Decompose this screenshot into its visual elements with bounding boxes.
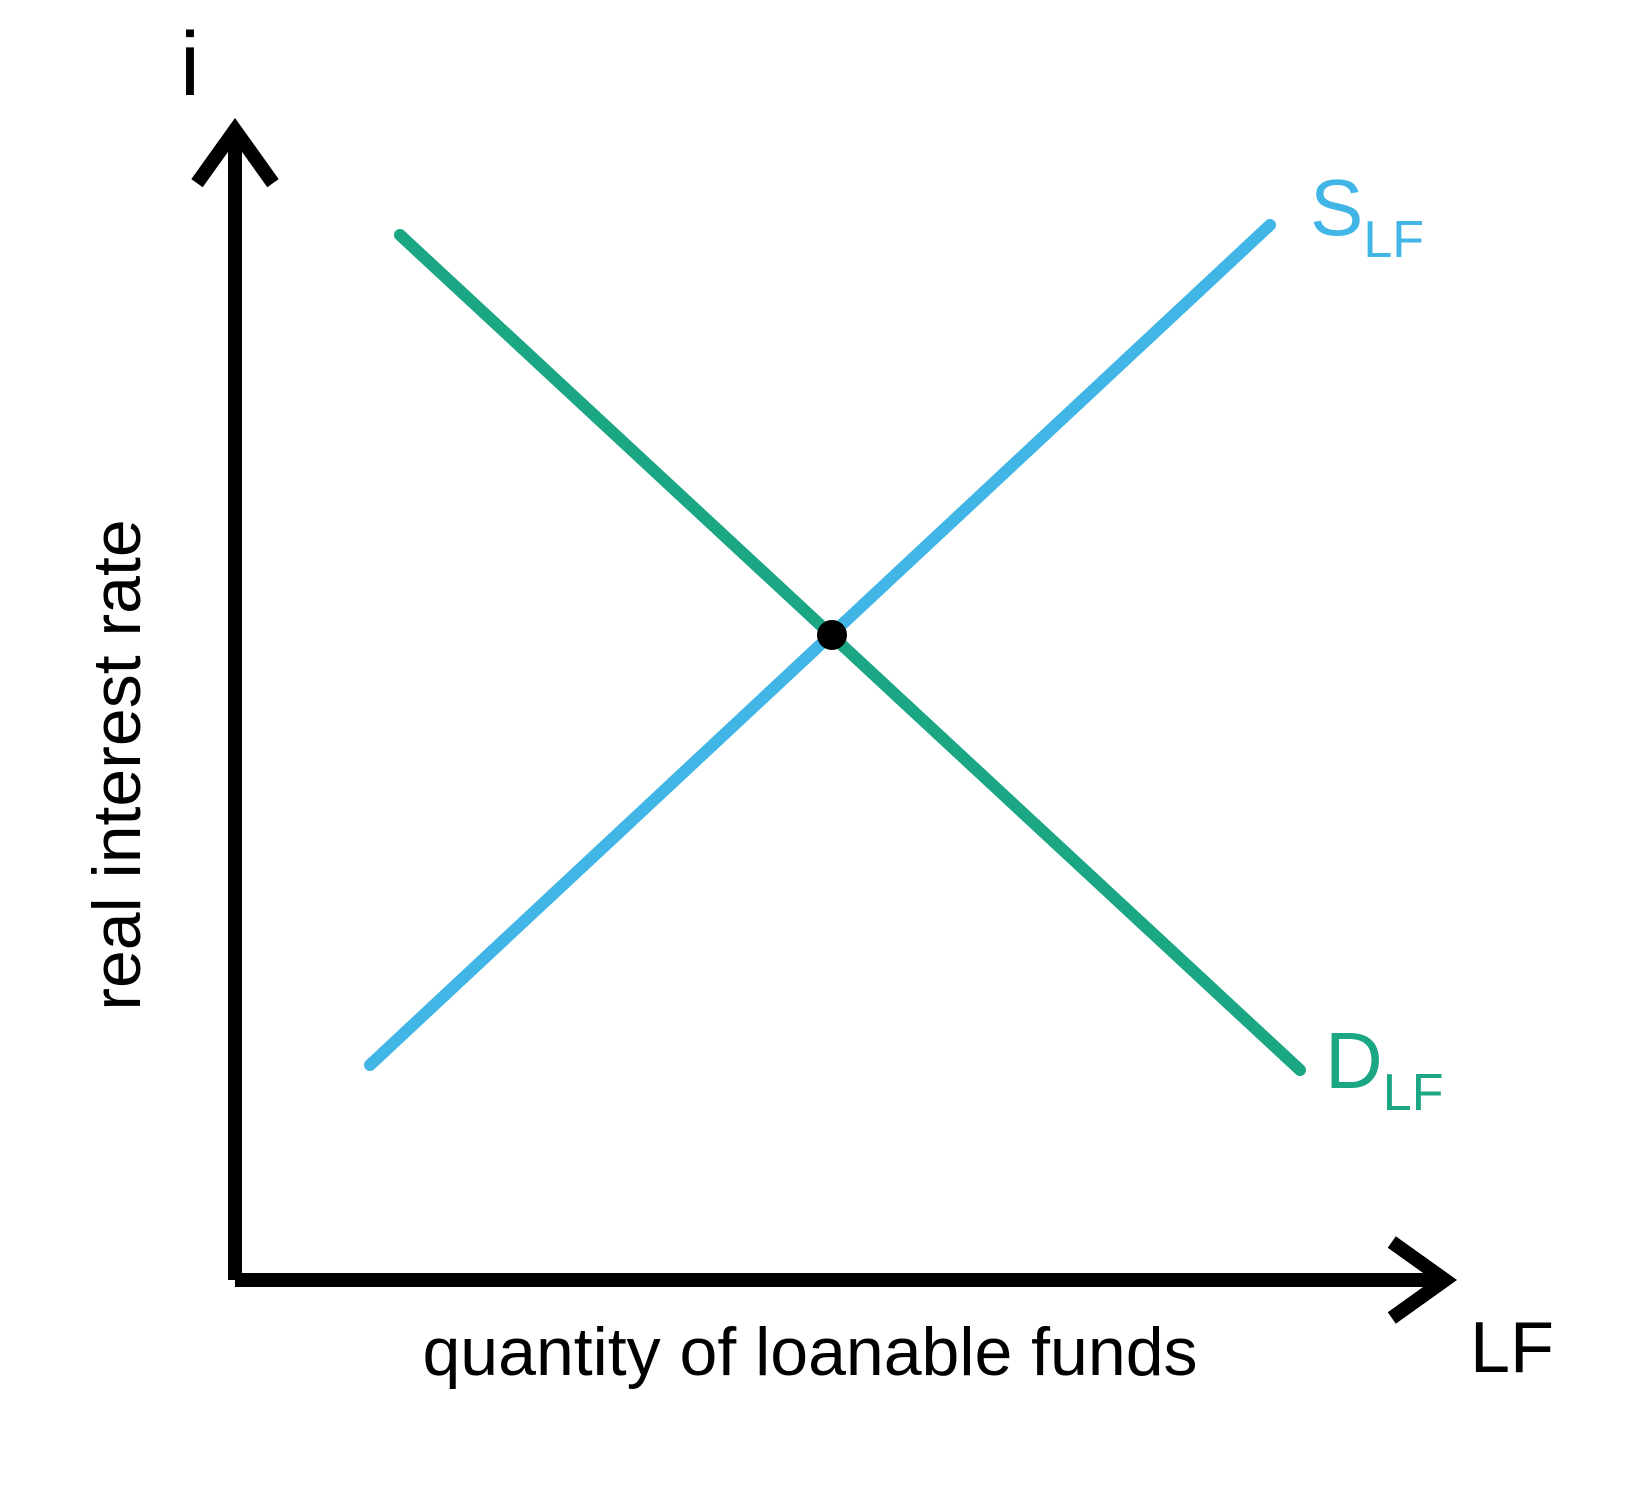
supply-label: SLF	[1310, 163, 1424, 269]
demand-line	[400, 235, 1300, 1070]
supply-line	[370, 225, 1270, 1065]
demand-label: DLF	[1325, 1016, 1443, 1122]
x-axis-label: quantity of loanable funds	[422, 1314, 1197, 1390]
y-axis-label: real interest rate	[79, 519, 155, 1010]
x-axis-symbol: LF	[1470, 1308, 1554, 1388]
equilibrium-point	[817, 620, 847, 650]
chart-svg: i real interest rate quantity of loanable …	[0, 0, 1650, 1500]
y-axis-symbol: i	[180, 15, 200, 115]
loanable-funds-chart: i real interest rate quantity of loanable …	[0, 0, 1650, 1500]
